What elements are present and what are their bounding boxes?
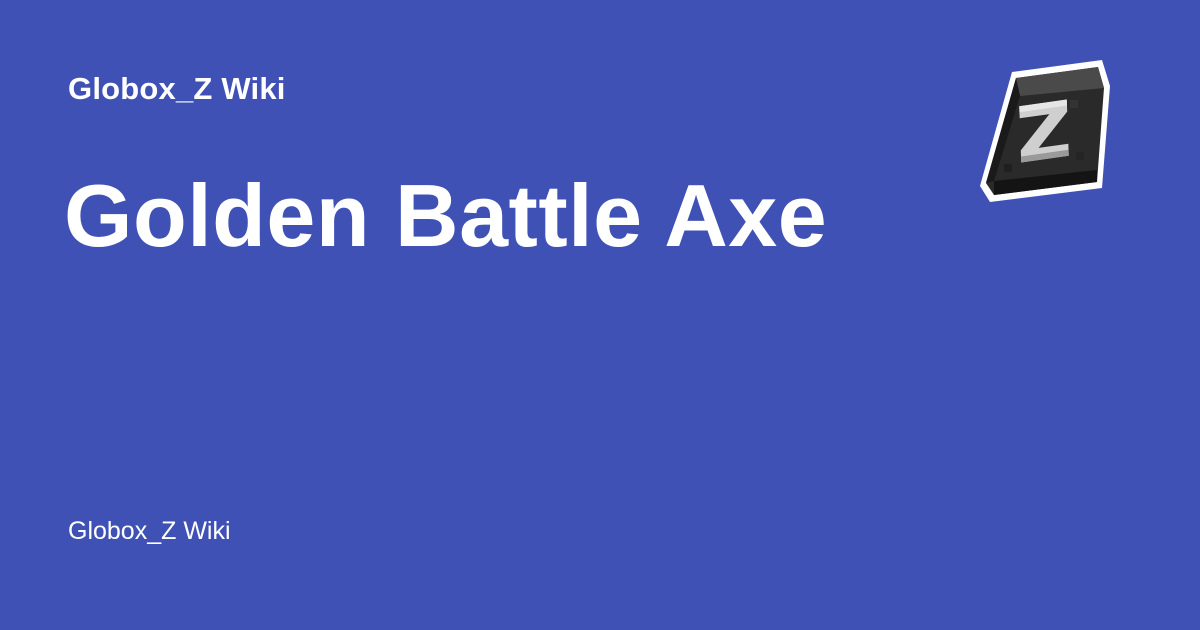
site-name-header: Globox_Z Wiki — [68, 71, 286, 106]
site-name-footer: Globox_Z Wiki — [68, 517, 231, 545]
page-title: Golden Battle Axe — [64, 166, 828, 265]
globox-z-logo-icon — [980, 60, 1110, 202]
